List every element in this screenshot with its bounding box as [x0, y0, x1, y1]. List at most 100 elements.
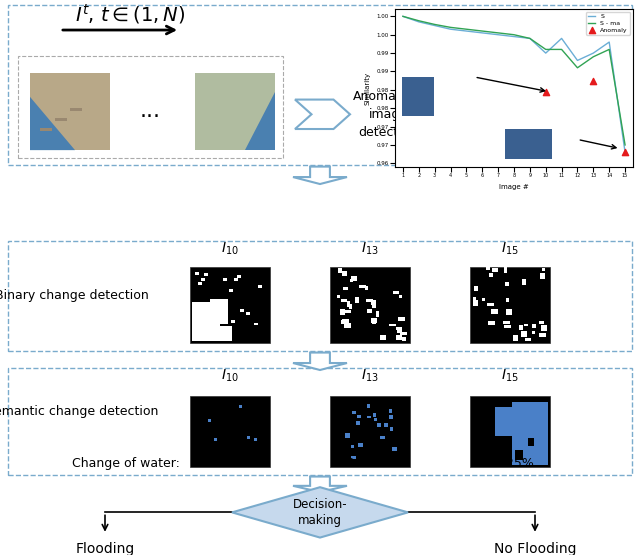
Bar	[384, 423, 388, 427]
Bar	[358, 443, 363, 447]
S - ma	[494, 29, 502, 36]
Bar	[532, 324, 536, 329]
Bar	[528, 438, 534, 446]
Bar	[505, 407, 517, 421]
Bar	[210, 299, 228, 324]
Bar	[515, 451, 523, 460]
Bar	[30, 73, 110, 150]
S - ma	[526, 35, 534, 42]
Bar	[342, 271, 347, 276]
Bar	[190, 268, 270, 343]
Polygon shape	[232, 487, 408, 538]
S - ma	[399, 13, 407, 19]
Bar	[193, 334, 197, 337]
Bar	[351, 276, 357, 280]
Bar	[258, 285, 262, 287]
Bar	[487, 303, 494, 306]
Bar	[389, 324, 396, 326]
Text: 24.75%: 24.75%	[346, 457, 394, 471]
Text: Semantic change detection: Semantic change detection	[0, 405, 158, 418]
Text: Change of water:: Change of water:	[72, 457, 180, 471]
Bar	[208, 420, 211, 422]
Bar	[18, 56, 283, 158]
Bar	[539, 321, 544, 325]
S	[558, 35, 566, 42]
Bar	[365, 286, 368, 290]
Bar	[402, 337, 406, 341]
S	[415, 18, 422, 25]
Bar	[488, 321, 495, 325]
S	[399, 13, 407, 19]
Bar	[247, 436, 250, 439]
Polygon shape	[293, 166, 347, 184]
Bar	[220, 308, 224, 311]
Bar	[482, 299, 485, 301]
S	[526, 35, 534, 42]
Bar	[351, 445, 354, 448]
Bar	[8, 368, 632, 475]
Y-axis label: Similarity: Similarity	[365, 72, 371, 104]
Bar	[377, 423, 381, 427]
S	[510, 33, 518, 40]
Bar	[400, 332, 407, 335]
Bar	[200, 324, 204, 326]
Bar	[398, 317, 405, 321]
S - ma	[447, 24, 454, 31]
Bar	[399, 295, 402, 299]
Bar	[344, 322, 351, 329]
Bar	[195, 73, 275, 150]
Bar	[55, 118, 67, 121]
Bar	[204, 273, 208, 276]
S - ma	[463, 26, 470, 33]
S - ma	[431, 21, 438, 28]
Bar	[340, 309, 345, 315]
Bar	[380, 436, 385, 439]
S	[589, 50, 597, 57]
S	[479, 29, 486, 36]
Bar	[473, 297, 476, 303]
Anomaly	[588, 76, 598, 85]
S	[542, 50, 550, 57]
S	[573, 57, 581, 64]
Bar	[234, 278, 238, 281]
Text: 88.25%: 88.25%	[486, 457, 534, 471]
Bar	[330, 396, 410, 467]
Bar	[40, 128, 52, 131]
Text: $I_{15}$: $I_{15}$	[501, 241, 519, 257]
Bar	[194, 322, 198, 325]
Bar	[540, 273, 545, 279]
Bar	[505, 282, 509, 286]
S - ma	[558, 46, 566, 53]
Bar	[192, 302, 220, 341]
Text: Anomalous
image
detection: Anomalous image detection	[353, 90, 422, 139]
Bar	[357, 415, 361, 418]
Anomaly	[620, 148, 630, 157]
Bar	[513, 335, 516, 341]
Bar	[355, 297, 359, 303]
S	[621, 149, 629, 155]
Bar	[470, 268, 550, 343]
S	[447, 26, 454, 33]
Bar	[542, 268, 545, 271]
Bar	[522, 279, 526, 285]
Line: S: S	[403, 16, 625, 152]
Bar	[345, 433, 350, 438]
Bar	[486, 268, 490, 270]
Bar	[190, 396, 270, 467]
Polygon shape	[295, 99, 350, 129]
Text: $I_{13}$: $I_{13}$	[361, 241, 379, 257]
Bar	[396, 335, 402, 340]
Anomaly	[541, 87, 551, 96]
Bar	[506, 309, 512, 315]
Text: 1.76%: 1.76%	[210, 457, 250, 471]
Bar	[366, 299, 373, 302]
Bar	[214, 438, 217, 441]
Bar	[254, 438, 257, 441]
Bar	[198, 282, 202, 285]
Bar	[470, 396, 550, 467]
Bar	[239, 405, 242, 408]
Bar	[397, 330, 402, 333]
Text: $I_{13}$: $I_{13}$	[361, 367, 379, 384]
S - ma	[573, 64, 581, 71]
Bar	[246, 312, 250, 315]
